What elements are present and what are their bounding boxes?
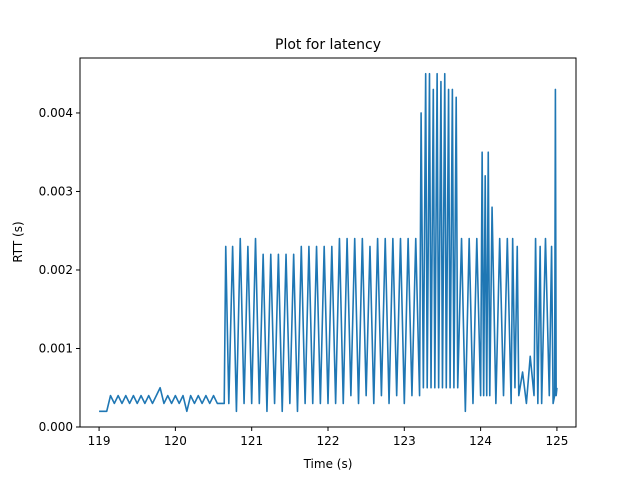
chart-title: Plot for latency bbox=[275, 37, 381, 53]
x-axis-label: Time (s) bbox=[303, 457, 353, 471]
x-tick-label: 125 bbox=[545, 434, 568, 448]
series-line-rtt bbox=[99, 72, 558, 413]
x-tick-label: 123 bbox=[393, 434, 416, 448]
series-layer bbox=[99, 72, 558, 413]
y-tick-label: 0.004 bbox=[39, 106, 73, 120]
y-axis: 0.000 0.001 0.002 0.003 0.004 bbox=[39, 106, 80, 434]
x-tick-label: 121 bbox=[240, 434, 263, 448]
x-axis: 119 120 121 122 123 124 125 bbox=[88, 427, 568, 448]
x-tick-label: 120 bbox=[164, 434, 187, 448]
x-tick-label: 124 bbox=[469, 434, 492, 448]
x-tick-label: 119 bbox=[88, 434, 111, 448]
y-tick-label: 0.003 bbox=[39, 184, 73, 198]
y-tick-label: 0.001 bbox=[39, 341, 73, 355]
plot-area bbox=[79, 57, 577, 428]
y-tick-label: 0.002 bbox=[39, 263, 73, 277]
x-tick-label: 122 bbox=[317, 434, 340, 448]
y-axis-label: RTT (s) bbox=[11, 221, 25, 262]
y-tick-label: 0.000 bbox=[39, 420, 73, 434]
